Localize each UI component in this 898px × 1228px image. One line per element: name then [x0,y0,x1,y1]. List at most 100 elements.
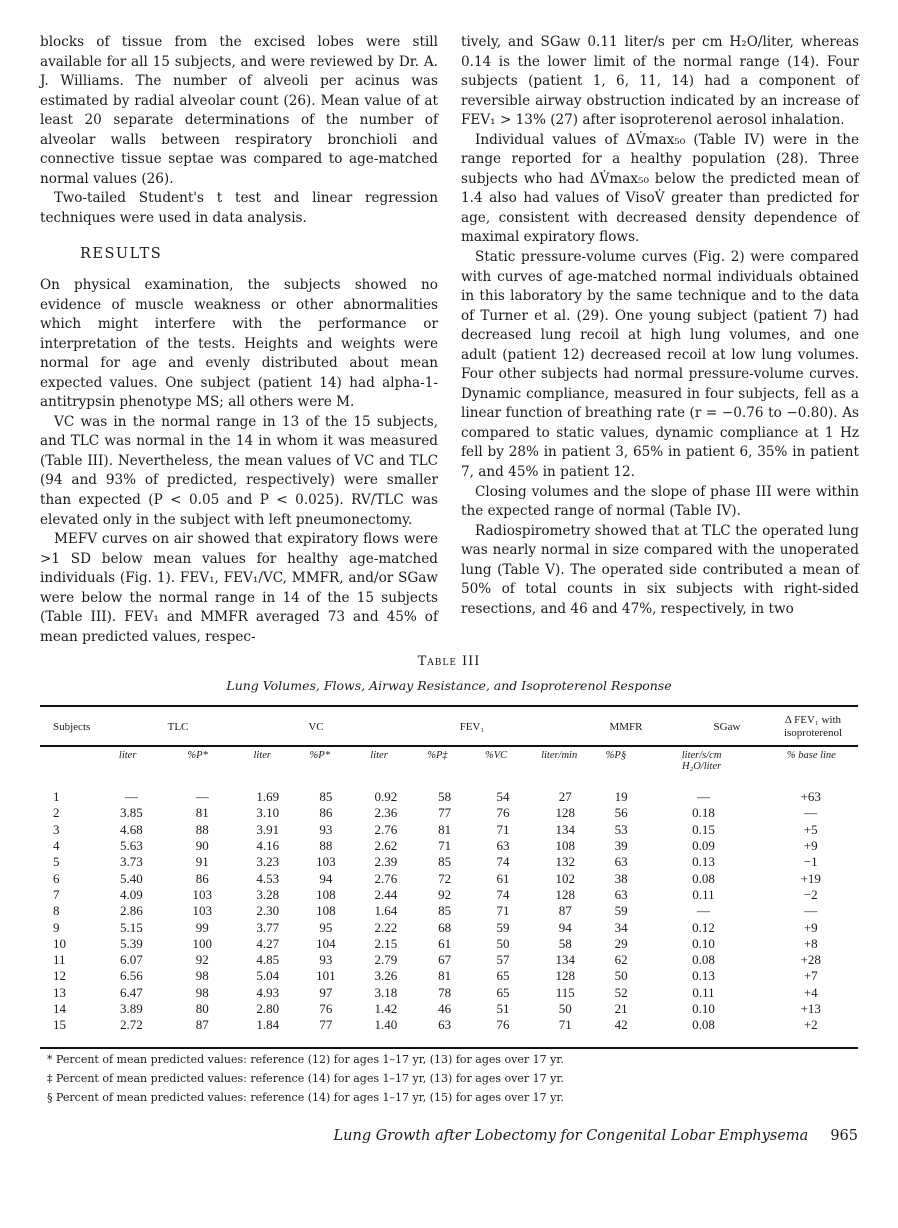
table-cell: 1 [53,789,60,805]
unit-header: liter/min [541,750,578,761]
table-cell: 3.73 [120,854,143,870]
table-cell: 2.36 [374,805,398,821]
unit-header: liter [118,750,137,761]
table-cell: 3.91 [256,821,280,837]
page-footer: Lung Growth after Lobectomy for Congenit… [290,1128,858,1144]
table-cell: 0.09 [692,838,715,854]
table-subtitle: Lung Volumes, Flows, Airway Resistance, … [226,678,672,693]
table-cell: 94 [558,919,572,935]
table-cell: 92 [438,886,452,902]
table-cell: 4.85 [256,952,280,968]
unit-header: % base line [786,750,836,761]
table-cell: 1.84 [256,1017,280,1033]
left-column: blocks of tissue from the excised lobes … [40,33,438,647]
table-cell: 2.15 [374,935,398,951]
table-cell: 104 [316,935,336,951]
table-cell: 58 [558,935,572,951]
table-cell: 100 [192,935,213,951]
header-delta-fev1: Δ FEV₁ with isoproterenol [783,714,843,739]
header-mmfr: MMFR [609,721,643,733]
table-cell: 77 [438,805,452,821]
table-group-header: Subjects TLC VC FEV₁ MMFR SGaw Δ FEV₁ wi… [40,708,858,746]
table-cell: 71 [496,821,510,837]
table-cell: 92 [195,952,209,968]
table-cell: 2.76 [374,870,398,886]
table-cell: 85 [438,854,452,870]
table-cell: 0.08 [692,870,715,886]
table-cell: 95 [319,919,333,935]
table-cell: 5.40 [120,870,143,886]
table-cell: 85 [438,903,452,919]
table-footnotes: * Percent of mean predicted values: refe… [47,1050,564,1107]
table-cell: 0.13 [692,968,715,984]
table-cell: −1 [803,854,818,870]
paragraph: Two-tailed Student's t test and linear r… [40,190,438,226]
header-fev1: FEV₁ [459,721,485,733]
table-row: 6 5.40 86 4.53 94 2.76 72 61 102 38 0.08 +19 [40,870,858,886]
table-cell: 3.28 [256,886,280,902]
table-cell: 50 [496,935,510,951]
table-cell: −2 [803,886,818,902]
table-cell: 74 [496,854,510,870]
table-cell: 2.39 [374,854,398,870]
table-cell: 0.15 [692,821,715,837]
table-cell: — [697,903,711,919]
table-row: 9 5.15 99 3.77 95 2.22 68 59 94 34 0.12 +9 [40,919,858,935]
table-bottom-rule [40,1047,858,1049]
table-cell: 0.08 [692,952,715,968]
table-cell: 81 [438,968,452,984]
table-cell: 65 [496,968,510,984]
table-cell: 103 [192,903,213,919]
table-cell: +8 [803,935,818,951]
footnote: * Percent of mean predicted values: refe… [47,1053,564,1066]
paragraph: MEFV curves on air showed that expirator… [40,531,438,645]
table-cell: 51 [496,1001,510,1016]
table-cell: 0.12 [692,919,715,935]
table-cell: 3.77 [256,919,280,935]
table-cell: 62 [614,952,628,968]
table-cell: 87 [195,1017,209,1033]
footnote: § Percent of mean predicted values: refe… [47,1091,564,1104]
table-cell: 115 [555,984,575,1000]
table-cell: 50 [558,1001,572,1016]
table-cell: 3 [53,821,60,837]
table-cell: 0.92 [374,789,398,805]
table-cell: 86 [195,870,209,886]
table-cell: 103 [316,854,336,870]
table-cell: 3.26 [374,968,398,984]
table-cell: 0.18 [692,805,715,821]
table-cell: 85 [319,789,333,805]
table-cell: 50 [614,968,628,984]
table-cell: +9 [803,919,818,935]
unit-header: liter [253,750,272,761]
table-cell: 3.89 [120,1001,143,1016]
table-cell: +4 [803,984,818,1000]
table-cell: 98 [195,968,209,984]
table-cell: 4 [53,838,60,854]
unit-header: %P* [187,750,208,761]
table-cell: 4.53 [256,870,280,886]
table-cell: 0.08 [692,1017,715,1033]
table-cell: 97 [319,984,333,1000]
section-heading: RESULTS [80,246,163,263]
table-cell: +5 [803,821,818,837]
table-cell: 59 [614,903,628,919]
table-row: 4 5.63 90 4.16 88 2.62 71 63 108 39 0.09 +9 [40,838,858,854]
table-cell: — [195,789,209,805]
paragraph: tively, and SGaw 0.11 liter/s per cm H₂O… [461,34,859,129]
table-cell: 91 [195,854,209,870]
table-cell: 134 [555,952,576,968]
table-cell: 61 [496,870,510,886]
table-cell: 65 [496,984,510,1000]
table-cell: 14 [53,1001,66,1016]
table-cell: 3.10 [256,805,280,821]
table-cell: 108 [555,838,576,854]
table-cell: 2 [53,805,60,821]
table-row: 14 3.89 80 2.80 76 1.42 46 51 50 21 0.10 +13 [40,1001,858,1017]
table-cell: 2.76 [374,821,398,837]
unit-header: %P‡ [427,750,448,761]
table-cell: 56 [614,805,628,821]
table-cell: 80 [195,1001,209,1016]
table-cell: 108 [316,886,336,902]
data-table: 1— —1.69 85 0.92 58 54 27 19— +63 2 3.85 81 3.10 86 2.… [40,789,858,1033]
